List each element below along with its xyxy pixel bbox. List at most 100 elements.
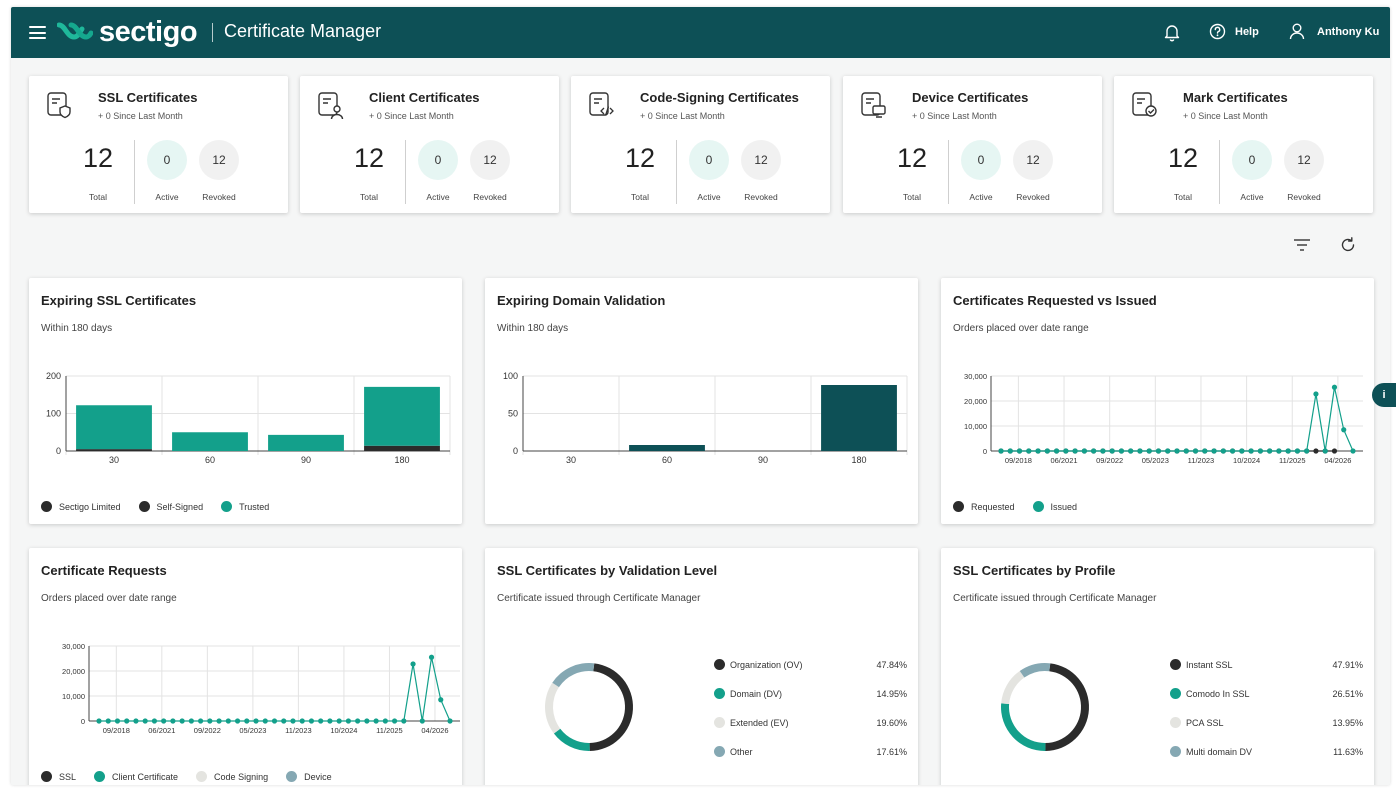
legend-swatch: [196, 771, 208, 782]
legend-percent: 11.63%: [1333, 747, 1363, 757]
brand-name: sectigo: [99, 15, 198, 48]
data-point: [1267, 448, 1273, 454]
donut-slice: [1001, 670, 1025, 704]
data-point: [308, 718, 315, 724]
refresh-icon[interactable]: [1339, 236, 1357, 254]
data-point: [401, 718, 407, 724]
stat-active-label: Active: [1240, 192, 1264, 202]
legend-swatch: [1170, 746, 1181, 757]
legend-label: PCA SSL: [1186, 718, 1224, 728]
x-tick-label: 09/2018: [103, 726, 130, 735]
device-certificate-icon: [861, 92, 886, 118]
data-point: [225, 718, 231, 724]
data-point: [105, 718, 111, 724]
legend-item[interactable]: Instant SSL 47.91%: [1170, 658, 1363, 687]
legend-item[interactable]: Device: [286, 771, 332, 782]
data-point: [336, 718, 342, 724]
y-tick-label: 50: [508, 409, 518, 419]
data-point: [1053, 448, 1060, 454]
legend-item[interactable]: PCA SSL 13.95%: [1170, 716, 1363, 745]
data-point: [271, 718, 278, 724]
help-icon: [1209, 23, 1226, 40]
stat-title: Mark Certificates: [1183, 90, 1288, 105]
data-point: [1016, 448, 1023, 454]
legend-percent: 26.51%: [1332, 689, 1363, 699]
x-tick-label: 04/2026: [1324, 456, 1351, 465]
stat-divider: [1219, 140, 1220, 204]
stat-title: SSL Certificates: [98, 90, 198, 105]
panel-title: Certificates Requested vs Issued: [953, 293, 1157, 308]
legend-item[interactable]: Other 17.61%: [714, 745, 907, 774]
stat-active-value: 0: [1232, 140, 1272, 180]
expiring-dv-panel: Expiring Domain Validation Within 180 da…: [485, 278, 918, 524]
legend-item[interactable]: Domain (DV) 14.95%: [714, 687, 907, 716]
legend-percent: 47.84%: [876, 660, 907, 670]
legend-item[interactable]: Extended (EV) 19.60%: [714, 716, 907, 745]
code-signing-certificate-icon: [589, 92, 614, 116]
stat-active-value: 0: [689, 140, 729, 180]
data-point: [373, 718, 379, 724]
panel-title: SSL Certificates by Profile: [953, 563, 1116, 578]
stat-card-code-signing-certificates[interactable]: Code-Signing Certificates + 0 Since Last …: [571, 76, 830, 213]
filter-icon[interactable]: [1293, 238, 1311, 252]
stat-total-value: 12: [624, 143, 656, 173]
stat-subtitle: + 0 Since Last Month: [1183, 111, 1268, 121]
stat-total-value: 12: [82, 143, 114, 173]
legend-item[interactable]: SSL: [41, 771, 76, 782]
legend-item[interactable]: Comodo In SSL 26.51%: [1170, 687, 1363, 716]
data-point: [124, 718, 130, 724]
legend-item[interactable]: Client Certificate: [94, 771, 178, 782]
legend-item[interactable]: Code Signing: [196, 771, 268, 782]
legend-item[interactable]: Self-Signed: [138, 501, 203, 512]
ssl-by-profile-panel: SSL Certificates by Profile Certificate …: [941, 548, 1374, 785]
x-tick-label: 06/2021: [1050, 456, 1077, 465]
panel-subtitle: Orders placed over date range: [953, 323, 1089, 334]
series-line: [1001, 387, 1354, 452]
stat-active-label: Active: [697, 192, 721, 202]
stat-card-client-certificates[interactable]: Client Certificates + 0 Since Last Month 1…: [300, 76, 559, 213]
data-point: [1294, 448, 1301, 454]
legend-item[interactable]: Sectigo Limited: [41, 501, 121, 512]
x-tick-label: 11/2025: [376, 726, 403, 735]
data-point: [1331, 384, 1338, 390]
data-point: [1341, 427, 1347, 433]
bar: [268, 434, 344, 451]
help-button[interactable]: Help: [1209, 23, 1259, 40]
expiring-ssl-chart: 0 100 200 30 60 90 180: [46, 371, 451, 465]
legend-label: Device: [304, 771, 332, 782]
y-tick-label: 30,000: [964, 372, 987, 381]
requested-vs-issued-panel: Certificates Requested vs Issued Orders …: [941, 278, 1374, 524]
donut-legend: Instant SSL 47.91% Comodo In SSL 26.51% PCA …: [1170, 658, 1363, 774]
menu-icon[interactable]: [29, 26, 46, 39]
stat-card-mark-certificates[interactable]: Mark Certificates + 0 Since Last Month 12 T…: [1114, 76, 1373, 213]
legend-swatch: [714, 717, 725, 728]
legend-item[interactable]: Multi domain DV 11.63%: [1170, 745, 1363, 774]
stat-card-ssl-certificates[interactable]: SSL Certificates + 0 Since Last Month 12 To…: [29, 76, 288, 213]
info-tab[interactable]: i: [1372, 383, 1396, 407]
data-point: [364, 718, 370, 724]
user-menu[interactable]: Anthony Ku: [1289, 23, 1379, 40]
legend-item[interactable]: Issued: [1032, 501, 1077, 512]
stat-card-device-certificates[interactable]: Device Certificates + 0 Since Last Month 1…: [843, 76, 1102, 213]
stat-revoked-label: Revoked: [473, 192, 507, 202]
x-tick-label: 04/2026: [421, 726, 448, 735]
stat-total-label: Total: [1174, 192, 1192, 202]
legend-item[interactable]: Trusted: [221, 501, 269, 512]
legend-item[interactable]: Organization (OV) 47.84%: [714, 658, 907, 687]
data-point: [428, 654, 435, 660]
legend-item[interactable]: Requested: [953, 501, 1015, 512]
bar: [172, 432, 248, 451]
data-point: [1118, 448, 1125, 454]
data-point: [1044, 448, 1050, 454]
data-point: [1155, 448, 1162, 454]
data-point: [1211, 448, 1217, 454]
legend-label: Comodo In SSL: [1186, 689, 1250, 699]
requested-vs-issued-chart: 0 10,000 20,000 30,000 09/2018 06/2021 09/2022…: [964, 372, 1363, 465]
data-point: [998, 448, 1004, 454]
bell-icon[interactable]: [1163, 23, 1181, 42]
data-point: [96, 718, 102, 724]
brand-logo[interactable]: sectigo: [57, 15, 198, 48]
stat-revoked-value: 12: [199, 140, 239, 180]
legend-label: Organization (OV): [730, 660, 803, 670]
chart-legend: Sectigo Limited Self-Signed Trusted: [41, 501, 287, 512]
